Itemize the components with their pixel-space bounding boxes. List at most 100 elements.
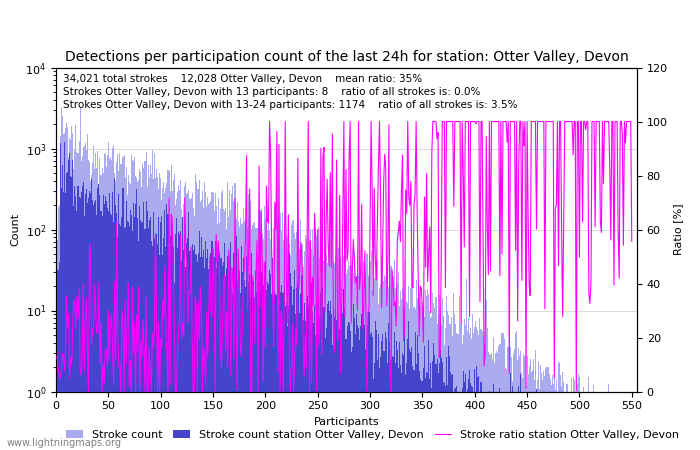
Bar [71, 177, 72, 450]
Bar [495, 353, 496, 450]
Bar [155, 253, 156, 450]
Bar [334, 263, 335, 450]
Bar [621, 392, 622, 450]
Bar [298, 257, 300, 450]
Bar [568, 392, 570, 450]
Bar [611, 392, 612, 450]
Bar [140, 220, 141, 450]
Bar [383, 351, 384, 450]
Bar [530, 392, 531, 450]
Bar [585, 392, 586, 450]
Bar [342, 254, 344, 450]
Bar [354, 252, 355, 450]
Bar [211, 193, 213, 450]
Bar [377, 360, 378, 450]
Bar [99, 195, 101, 450]
Bar [133, 203, 134, 450]
Bar [404, 306, 405, 450]
Bar [107, 208, 108, 450]
Bar [198, 189, 199, 450]
Bar [553, 384, 554, 450]
Bar [550, 379, 551, 450]
Bar [139, 169, 140, 450]
Bar [253, 281, 254, 450]
Bar [625, 392, 626, 450]
Bar [102, 168, 103, 450]
X-axis label: Participants: Participants [314, 417, 379, 427]
Bar [589, 392, 590, 450]
Bar [507, 347, 508, 450]
Bar [161, 200, 162, 450]
Bar [190, 198, 192, 450]
Bar [474, 369, 475, 450]
Bar [619, 392, 620, 450]
Bar [300, 219, 302, 450]
Bar [543, 371, 545, 450]
Bar [622, 392, 623, 450]
Bar [97, 151, 99, 450]
Bar [505, 392, 507, 450]
Bar [140, 171, 141, 450]
Bar [291, 286, 292, 450]
Bar [402, 353, 403, 450]
Bar [69, 153, 70, 450]
Bar [492, 392, 493, 450]
Bar [630, 392, 631, 450]
Bar [488, 392, 489, 450]
Bar [581, 392, 582, 450]
Stroke ratio station Otter Valley, Devon [84, 389, 92, 394]
Bar [372, 378, 374, 450]
Bar [279, 292, 281, 450]
Bar [316, 316, 317, 450]
Bar [323, 261, 325, 450]
Bar [258, 272, 260, 450]
Bar [89, 191, 90, 450]
Bar [317, 301, 318, 450]
Bar [104, 154, 105, 450]
Bar [561, 392, 562, 450]
Bar [224, 211, 225, 450]
Bar [283, 292, 284, 450]
Bar [564, 392, 566, 450]
Bar [302, 267, 304, 450]
Bar [67, 172, 68, 450]
Bar [579, 392, 580, 450]
Bar [387, 363, 388, 450]
Bar [310, 301, 311, 450]
Bar [327, 304, 328, 450]
Bar [602, 392, 603, 450]
Bar [103, 195, 104, 450]
Bar [408, 321, 409, 450]
Bar [424, 317, 425, 450]
Bar [421, 302, 422, 450]
Bar [296, 232, 297, 450]
Bar [620, 392, 621, 450]
Bar [110, 213, 111, 450]
Bar [288, 226, 289, 450]
Bar [606, 392, 607, 450]
Bar [440, 332, 441, 450]
Bar [141, 222, 142, 450]
Bar [178, 184, 179, 450]
Bar [606, 392, 607, 450]
Bar [131, 215, 132, 450]
Bar [414, 309, 416, 450]
Bar [472, 387, 473, 450]
Bar [215, 241, 216, 450]
Bar [177, 192, 178, 450]
Bar [520, 374, 522, 450]
Bar [284, 251, 285, 450]
Bar [62, 116, 63, 450]
Bar [92, 163, 93, 450]
Bar [577, 392, 578, 450]
Bar [284, 223, 285, 450]
Bar [180, 180, 181, 450]
Bar [514, 349, 515, 450]
Bar [134, 158, 135, 450]
Bar [403, 310, 404, 450]
Bar [627, 392, 628, 450]
Bar [624, 392, 625, 450]
Bar [570, 378, 572, 450]
Bar [117, 237, 118, 450]
Bar [203, 250, 204, 450]
